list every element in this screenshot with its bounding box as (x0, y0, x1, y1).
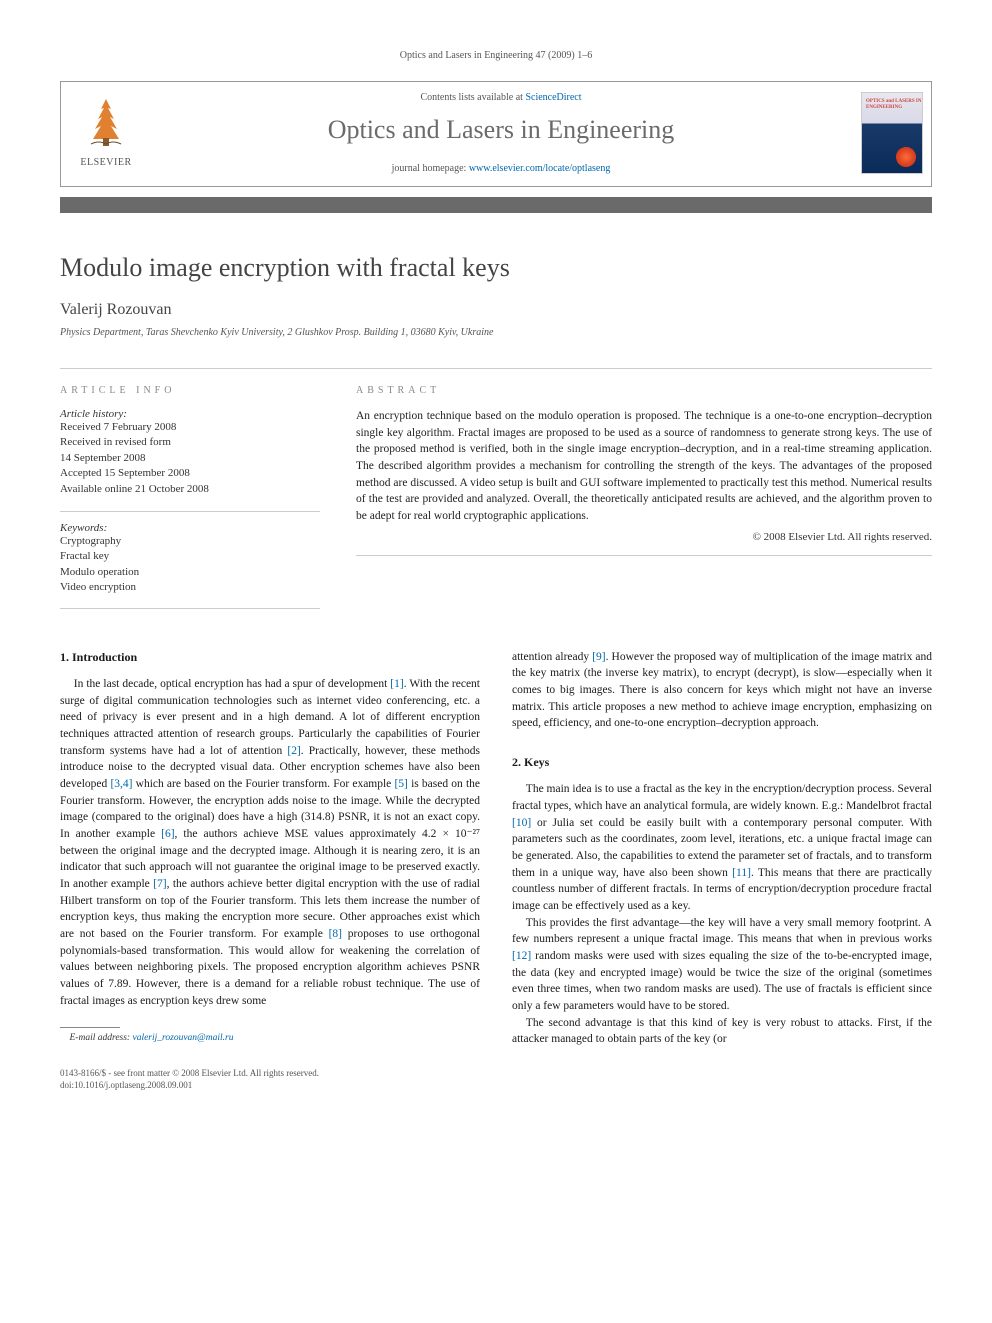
cover-title: OPTICS and LASERS IN ENGINEERING (866, 99, 922, 110)
homepage-prefix: journal homepage: (392, 163, 469, 174)
corresponding-author-footnote: E-mail address: valerij_rozouvan@mail.ru (60, 1032, 480, 1046)
body-column-right: attention already [9]. However the propo… (512, 649, 932, 1092)
publisher-logo: ELSEVIER (61, 82, 151, 186)
running-header: Optics and Lasers in Engineering 47 (200… (60, 50, 932, 61)
keyword: Cryptography (60, 534, 320, 549)
article-info-panel: ARTICLE INFO Article history: Received 7… (60, 368, 320, 609)
citation-link[interactable]: [3,4] (110, 778, 132, 790)
abstract-copyright: © 2008 Elsevier Ltd. All rights reserved… (356, 531, 932, 543)
citation-link[interactable]: [11] (732, 867, 751, 879)
citation-link[interactable]: [2] (287, 745, 300, 757)
history-label: Article history: (60, 408, 320, 420)
citation-link[interactable]: [9] (592, 651, 605, 663)
article-body: 1. Introduction In the last decade, opti… (60, 649, 932, 1092)
body-paragraph: attention already [9]. However the propo… (512, 649, 932, 732)
history-line: Received 7 February 2008 (60, 420, 320, 435)
journal-cover-thumbnail: OPTICS and LASERS IN ENGINEERING (851, 82, 931, 186)
citation-link[interactable]: [8] (329, 928, 342, 940)
history-line: Accepted 15 September 2008 (60, 466, 320, 481)
abstract-text: An encryption technique based on the mod… (356, 408, 932, 525)
sciencedirect-link[interactable]: ScienceDirect (525, 92, 581, 103)
history-line: 14 September 2008 (60, 451, 320, 466)
citation-link[interactable]: [12] (512, 950, 531, 962)
keywords-list: Cryptography Fractal key Modulo operatio… (60, 534, 320, 596)
section-heading-introduction: 1. Introduction (60, 649, 480, 666)
article-info-label: ARTICLE INFO (60, 385, 320, 396)
article-title: Modulo image encryption with fractal key… (60, 253, 932, 283)
abstract-label: ABSTRACT (356, 385, 932, 396)
citation-link[interactable]: [5] (394, 778, 407, 790)
keyword: Modulo operation (60, 565, 320, 580)
journal-masthead: ELSEVIER Contents lists available at Sci… (60, 81, 932, 187)
issn-line: 0143-8166/$ - see front matter © 2008 El… (60, 1068, 480, 1080)
body-paragraph: In the last decade, optical encryption h… (60, 676, 480, 1009)
body-paragraph: The main idea is to use a fractal as the… (512, 781, 932, 914)
body-paragraph: The second advantage is that this kind o… (512, 1015, 932, 1048)
history-line: Received in revised form (60, 435, 320, 450)
body-column-left: 1. Introduction In the last decade, opti… (60, 649, 480, 1092)
masthead-accent-bar (60, 197, 932, 213)
doi-line: doi:10.1016/j.optlaseng.2008.09.001 (60, 1080, 480, 1092)
elsevier-tree-icon (81, 94, 131, 149)
article-authors: Valerij Rozouvan (60, 301, 932, 319)
author-email-link[interactable]: valerij_rozouvan@mail.ru (132, 1033, 233, 1043)
article-history: Received 7 February 2008 Received in rev… (60, 420, 320, 497)
citation-link[interactable]: [1] (390, 678, 403, 690)
publisher-name: ELSEVIER (69, 157, 143, 168)
front-matter-meta: 0143-8166/$ - see front matter © 2008 El… (60, 1068, 480, 1091)
journal-name: Optics and Lasers in Engineering (159, 115, 843, 145)
journal-homepage-line: journal homepage: www.elsevier.com/locat… (159, 163, 843, 174)
contents-available-line: Contents lists available at ScienceDirec… (159, 92, 843, 103)
citation-link[interactable]: [6] (161, 828, 174, 840)
body-paragraph: This provides the first advantage—the ke… (512, 915, 932, 1015)
author-affiliation: Physics Department, Taras Shevchenko Kyi… (60, 327, 932, 338)
citation-link[interactable]: [7] (153, 878, 166, 890)
keywords-label: Keywords: (60, 522, 320, 534)
contents-prefix: Contents lists available at (420, 92, 525, 103)
keyword: Video encryption (60, 580, 320, 595)
abstract-panel: ABSTRACT An encryption technique based o… (356, 368, 932, 609)
section-heading-keys: 2. Keys (512, 754, 932, 771)
keyword: Fractal key (60, 549, 320, 564)
history-line: Available online 21 October 2008 (60, 482, 320, 497)
citation-link[interactable]: [10] (512, 817, 531, 829)
journal-homepage-link[interactable]: www.elsevier.com/locate/optlaseng (469, 163, 611, 174)
